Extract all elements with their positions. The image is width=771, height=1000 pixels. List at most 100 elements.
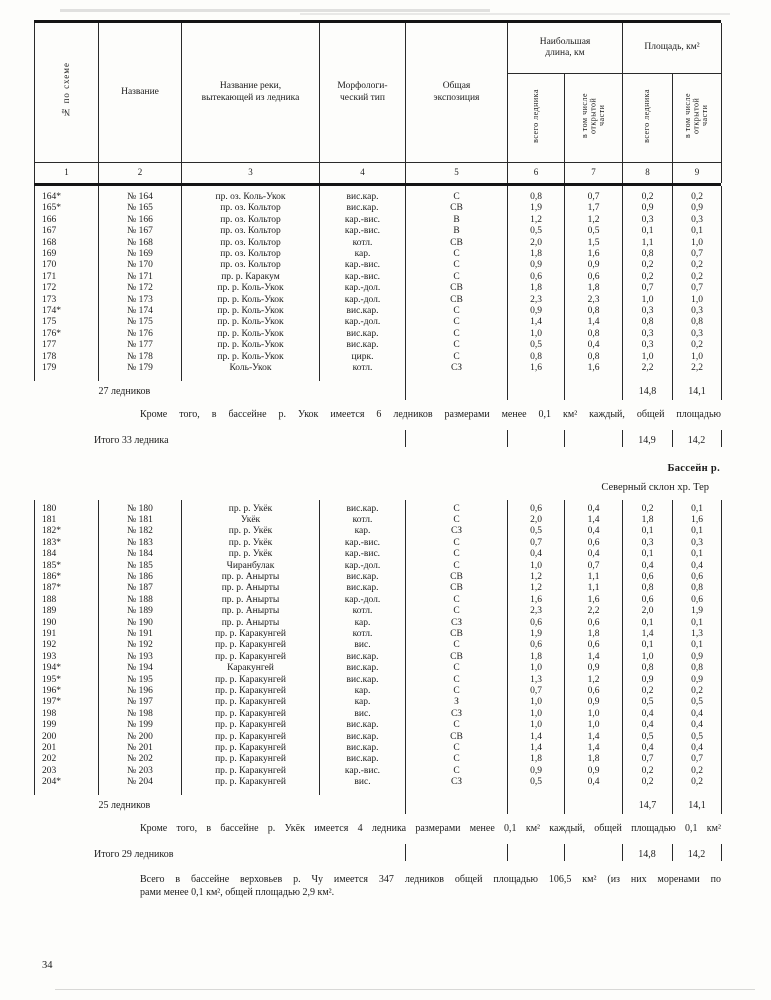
cell-length-total: 0,7 (507, 686, 565, 698)
cell-name: № 177 (98, 340, 182, 352)
cell-no: 182* (34, 526, 99, 538)
cell-river: пр. оз. Кольтор (181, 203, 320, 215)
cell-length-open: 1,0 (564, 708, 623, 721)
cell-type: вис. (319, 708, 406, 721)
cell-area-total: 0,1 (622, 526, 673, 538)
col-number: 3 (181, 162, 320, 183)
col-number: 8 (622, 162, 673, 183)
cell-exposition: СВ (405, 294, 508, 307)
col-number: 2 (98, 162, 182, 183)
cell-area-total: 0,3 (622, 340, 673, 352)
cell-type: вис.кар. (319, 651, 406, 664)
cell-area-open: 0,7 (672, 283, 722, 295)
cell-area-open: 0,1 (672, 226, 722, 238)
cell-exposition: С (405, 351, 508, 364)
cell-river: пр. р. Каракунгей (181, 720, 320, 732)
cell-type: вис.кар. (319, 340, 406, 352)
cell-name: № 198 (98, 708, 182, 721)
glacier-row: 201 № 201 пр. р. Каракунгей вис.кар. С 1,4 1,4… (34, 743, 722, 755)
cell-area-total: 0,2 (622, 686, 673, 698)
cell-area-total: 1,8 (622, 514, 673, 527)
glacier-row: 204* № 204 пр. р. Каракунгей вис. СЗ 0,5 0,4 0,… (34, 777, 722, 789)
cell-area-open: 0,7 (672, 249, 722, 261)
cell-river: пр. р. Укёк (181, 526, 320, 538)
cell-length-total: 0,5 (507, 226, 565, 238)
cell-area-open: 0,1 (672, 617, 722, 629)
cell-name: № 201 (98, 743, 182, 755)
cell-length-open: 0,7 (564, 560, 623, 572)
slope-heading: Северный склон хр. Тер (601, 481, 709, 493)
cell-area-total: 0,3 (622, 306, 673, 318)
cell-area-open: 1,9 (672, 606, 722, 618)
cell-length-total: 1,8 (507, 283, 565, 295)
summary-area-total: 14,7 (622, 794, 673, 814)
cell-name: № 185 (98, 560, 182, 572)
cell-area-total: 0,3 (622, 214, 673, 227)
cell-river: пр. р. Каракунгей (181, 765, 320, 778)
summary-label: 27 ледников (98, 386, 151, 398)
cell-length-open: 1,8 (564, 283, 623, 295)
cell-no: 171 (34, 271, 99, 284)
cell-river: пр. р. Каракум (181, 271, 320, 284)
cell-type: вис.кар. (319, 583, 406, 595)
cell-no: 177 (34, 340, 99, 352)
cell-length-total: 2,0 (507, 514, 565, 527)
cell-length-total: 1,0 (507, 560, 565, 572)
cell-area-open: 0,2 (672, 192, 722, 204)
cell-length-total: 0,9 (507, 306, 565, 318)
header-row-sub: всего ледника в том числе открытой части… (35, 73, 723, 163)
note-small-glaciers-2: Кроме того, в бассейне р. Укёк имеется 4… (140, 822, 721, 834)
cell-length-open: 0,9 (564, 663, 623, 675)
cell-exposition: С (405, 606, 508, 618)
cell-no: 170 (34, 260, 99, 272)
cell-length-open: 0,4 (564, 549, 623, 561)
glacier-row: 196* № 196 пр. р. Каракунгей кар. С 0,7 0,6 0,2… (34, 686, 722, 698)
cell-area-open: 0,2 (672, 271, 722, 284)
cell-type: кар. (319, 249, 406, 261)
cell-exposition: С (405, 260, 508, 272)
cell-area-total: 0,8 (622, 317, 673, 329)
cell-area-open: 0,3 (672, 214, 722, 227)
glacier-row: 168 № 168 пр. оз. Кольтор котл. СВ 2,0 1,5 1,1 1… (34, 237, 722, 250)
cell-river: пр. р. Коль-Укок (181, 328, 320, 341)
cell-type: вис.кар. (319, 306, 406, 318)
cell-length-open: 2,3 (564, 294, 623, 307)
totals-area-open: 14,2 (671, 843, 722, 861)
summary-area-open: 14,1 (672, 380, 722, 400)
cell-area-total: 0,9 (622, 203, 673, 215)
cell-no: 192 (34, 640, 99, 652)
glacier-row: 183* № 183 пр. р. Укёк кар.-вис. С 0,7 0,6 0,3 0… (34, 537, 722, 550)
cell-length-open: 0,6 (564, 617, 623, 629)
cell-area-open: 0,9 (672, 674, 722, 686)
cell-name: № 179 (98, 363, 182, 375)
cell-area-total: 0,6 (622, 594, 673, 607)
cell-area-total: 0,4 (622, 560, 673, 572)
cell-type: вис.кар. (319, 720, 406, 732)
tick-cell (404, 843, 508, 861)
cell-no: 187* (34, 583, 99, 595)
cell-no: 202 (34, 754, 99, 766)
cell-no: 175 (34, 317, 99, 329)
cell-river: Чиранбулак (181, 560, 320, 572)
cell-name: № 172 (98, 283, 182, 295)
cell-length-total: 2,3 (507, 294, 565, 307)
cell-length-open: 1,7 (564, 203, 623, 215)
header-col-river: Название реки, вытекающей из ледника (181, 23, 320, 163)
cell-type: вис.кар. (319, 571, 406, 584)
glacier-row: 203 № 203 пр. р. Каракунгей кар.-вис. С 0,9 0,… (34, 765, 722, 778)
cell-exposition: В (405, 226, 508, 238)
cell-length-total: 1,4 (507, 731, 565, 744)
cell-length-total: 1,9 (507, 203, 565, 215)
cell-length-open: 0,6 (564, 686, 623, 698)
cell-name: № 189 (98, 606, 182, 618)
cell-length-total: 0,5 (507, 526, 565, 538)
cell-area-open: 1,0 (672, 351, 722, 364)
glacier-row: 186* № 186 пр. р. Анырты вис.кар. СВ 1,2 1,1 0,… (34, 571, 722, 584)
cell-river: пр. р. Анырты (181, 594, 320, 607)
cell-length-open: 1,2 (564, 674, 623, 686)
header-col-no-label: № по схеме (61, 62, 72, 119)
cell-name: № 203 (98, 765, 182, 778)
note-small-glaciers-1: Кроме того, в бассейне р. Укок имеется 6… (140, 408, 721, 420)
cell-area-total: 0,2 (622, 777, 673, 789)
scan-artifact (60, 9, 490, 12)
